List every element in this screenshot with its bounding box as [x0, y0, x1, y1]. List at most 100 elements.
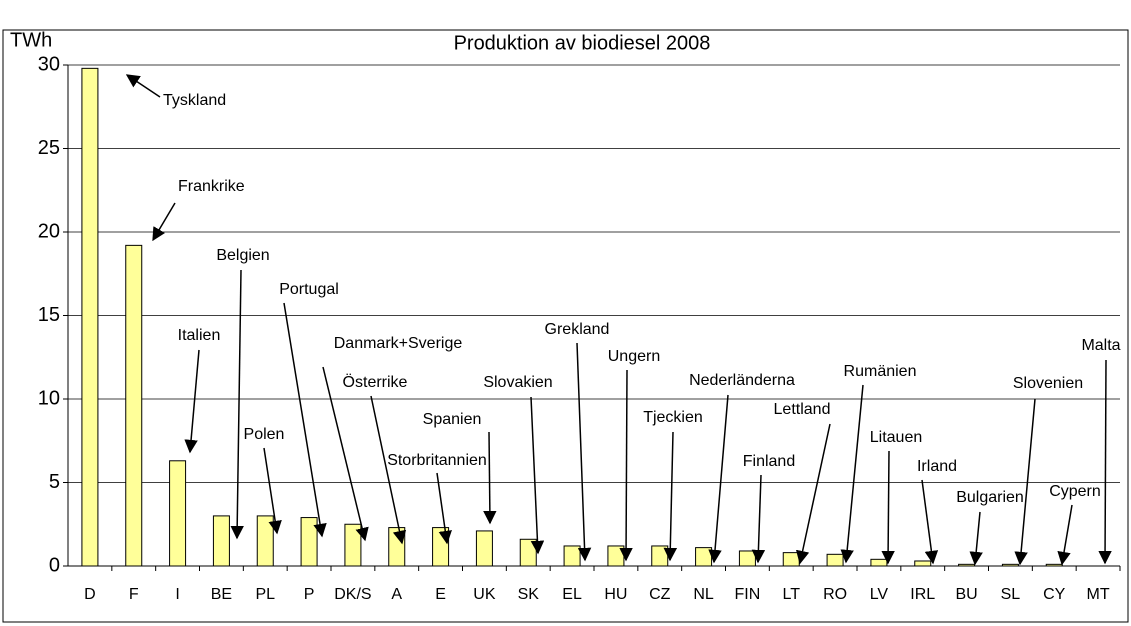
annotation: Polen — [244, 426, 285, 443]
chart-frame — [2, 29, 1129, 623]
y-tick-label: 10 — [38, 387, 60, 409]
x-tick-label: P — [304, 586, 315, 603]
annotation: Ungern — [608, 348, 660, 365]
annotation: Tyskland — [163, 92, 226, 109]
bar — [826, 553, 844, 567]
annotation-arrow — [1014, 398, 1036, 566]
annotation-arrow — [840, 384, 864, 564]
y-tick-label: 20 — [38, 220, 60, 242]
bar — [300, 517, 318, 567]
annotation-arrow — [263, 447, 282, 535]
bar — [695, 547, 713, 567]
annotation-arrow — [184, 349, 200, 454]
annotation-arrow — [619, 369, 633, 562]
x-tick-label: MT — [1087, 586, 1110, 603]
annotation-arrow — [230, 269, 244, 540]
annotation: Lettland — [774, 401, 831, 418]
annotation: Österrike — [343, 373, 408, 391]
x-tick-label: E — [435, 586, 446, 603]
annotation: Slovenien — [1013, 375, 1083, 392]
bar — [388, 527, 406, 567]
annotation: Nederländerna — [689, 372, 795, 389]
annotation-arrow — [969, 511, 983, 566]
annotation-arrow — [1098, 359, 1112, 565]
x-tick-label: NL — [693, 586, 714, 603]
y-tick-label: 30 — [38, 53, 60, 75]
annotation: Slovakien — [483, 374, 552, 391]
annotation-arrow — [663, 431, 678, 562]
annotation: Tjeckien — [643, 409, 703, 426]
annotation: Cypern — [1049, 483, 1101, 500]
x-tick-label: I — [175, 586, 179, 603]
annotation-arrow — [795, 423, 831, 565]
bar — [344, 523, 362, 567]
annotation: Storbritannien — [387, 452, 487, 469]
x-tick-label: SL — [1001, 586, 1021, 603]
x-tick-label: UK — [473, 586, 496, 603]
annotation: Grekland — [545, 321, 610, 338]
x-tick-label: FIN — [735, 586, 761, 603]
annotation: Portugal — [279, 281, 339, 298]
y-tick-label: 5 — [49, 471, 60, 493]
y-axis-label: TWh — [10, 29, 52, 51]
annotation: Litauen — [870, 429, 923, 446]
annotation-arrow — [322, 366, 369, 542]
annotation: Italien — [178, 327, 221, 344]
x-tick-label: BE — [211, 586, 232, 603]
bar — [169, 460, 187, 567]
x-tick-label: F — [129, 586, 139, 603]
x-tick-label: CZ — [649, 586, 671, 603]
annotation-arrow — [530, 396, 545, 555]
annotation-arrow — [1057, 504, 1073, 566]
bar — [651, 545, 669, 567]
bar — [212, 515, 230, 567]
x-tick-label: IRL — [910, 586, 935, 603]
bar — [81, 67, 99, 567]
annotation-arrow — [283, 302, 327, 538]
annotation-arrow — [370, 395, 407, 545]
bar — [1001, 563, 1019, 567]
annotation: Belgien — [216, 247, 269, 264]
x-tick-label: D — [84, 586, 96, 603]
y-tick-label: 25 — [38, 137, 60, 159]
annotation: Bulgarien — [956, 489, 1024, 506]
x-tick-label: PL — [255, 586, 275, 603]
annotation-arrow — [576, 342, 592, 562]
bar — [519, 538, 537, 567]
bar — [1045, 563, 1063, 567]
annotation-arrow — [921, 479, 939, 565]
y-tick-label: 15 — [38, 304, 60, 326]
bar — [782, 552, 800, 567]
bar — [870, 558, 888, 567]
x-tick-label: BU — [955, 586, 977, 603]
x-tick-label: A — [391, 586, 402, 603]
x-tick-label: DK/S — [334, 586, 371, 603]
annotation: Rumänien — [844, 363, 917, 380]
annotation: Spanien — [423, 411, 482, 428]
annotation: Danmark+Sverige — [334, 335, 463, 352]
chart-title: Produktion av biodiesel 2008 — [454, 32, 711, 54]
annotation-arrow — [125, 74, 161, 98]
annotation-arrow — [751, 474, 766, 564]
bar — [914, 560, 932, 567]
bar — [125, 244, 143, 567]
annotation-arrow — [881, 450, 895, 565]
bar — [475, 530, 493, 567]
x-tick-label: LT — [783, 586, 801, 603]
annotation-arrow — [152, 202, 176, 242]
bar — [958, 563, 976, 567]
annotation: Malta — [1081, 337, 1120, 354]
bar — [563, 545, 581, 567]
x-tick-label: EL — [562, 586, 582, 603]
y-tick-label: 0 — [49, 554, 60, 576]
bar — [256, 515, 274, 567]
annotation: Irland — [917, 458, 957, 475]
x-tick-label: CY — [1043, 586, 1066, 603]
annotation-arrow — [708, 394, 729, 564]
x-tick-label: LV — [870, 586, 889, 603]
annotation-arrow — [436, 472, 452, 545]
x-tick-label: RO — [823, 586, 847, 603]
x-tick-label: SK — [518, 586, 540, 603]
